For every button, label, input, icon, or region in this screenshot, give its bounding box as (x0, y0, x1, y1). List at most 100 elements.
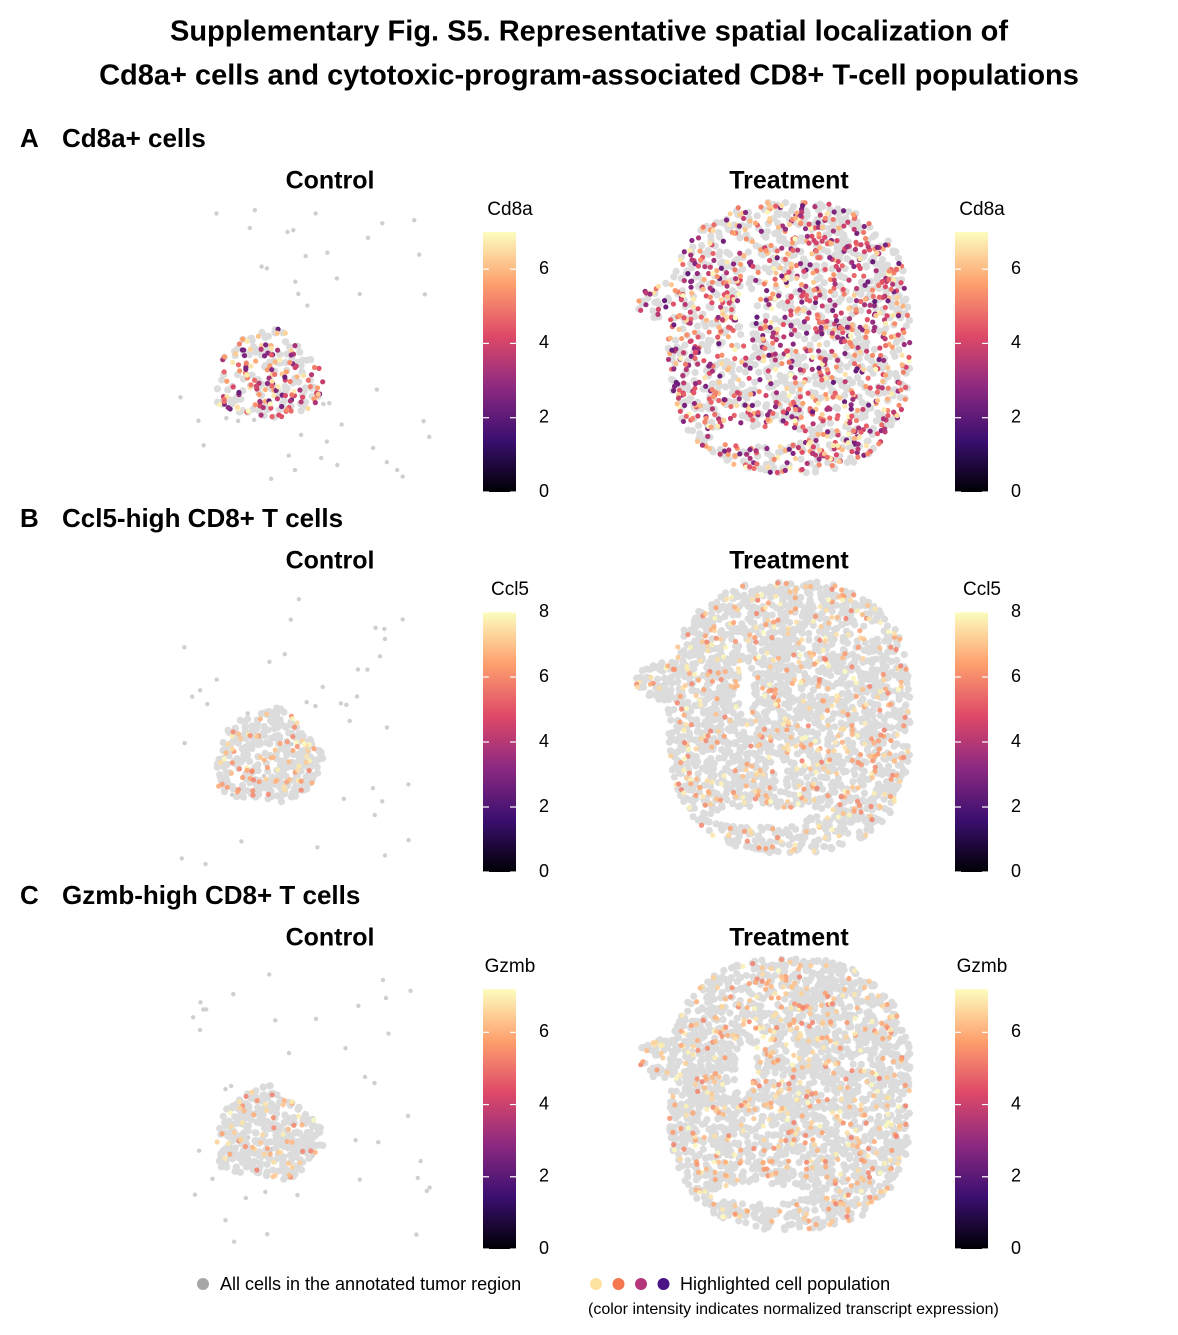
highlighted-cell (256, 391, 262, 398)
highlighted-cell (668, 282, 674, 288)
highlighted-cell (794, 275, 800, 281)
highlighted-cell (797, 386, 803, 393)
highlighted-cell (692, 355, 698, 362)
background-cell (831, 788, 839, 796)
highlighted-cell (767, 664, 773, 670)
background-cell (233, 754, 241, 763)
highlighted-cell (689, 237, 695, 244)
highlighted-cell (773, 270, 779, 276)
background-cell (860, 731, 868, 739)
highlighted-cell (236, 389, 242, 396)
background-cell (692, 641, 700, 649)
highlighted-cell (797, 652, 803, 658)
background-cell (820, 279, 828, 287)
background-cell (844, 691, 852, 699)
background-cell (197, 688, 203, 693)
highlighted-cell (825, 597, 832, 603)
highlighted-cell (763, 248, 769, 254)
background-cell (750, 603, 758, 611)
highlighted-cell (774, 255, 780, 261)
highlighted-cell (718, 676, 724, 683)
highlighted-cell (297, 387, 303, 393)
highlighted-cell (747, 218, 753, 224)
highlighted-cell (725, 367, 731, 373)
highlighted-cell (676, 326, 682, 332)
highlighted-cell (832, 390, 838, 396)
highlighted-cell (829, 462, 835, 469)
highlighted-cell (743, 783, 749, 789)
colorbar-tick-label: 2 (539, 406, 549, 426)
highlighted-cell (729, 342, 735, 349)
background-cell (736, 784, 744, 792)
background-cell (864, 437, 872, 445)
highlighted-cell (865, 279, 871, 285)
highlighted-cell (711, 222, 717, 228)
highlighted-cell (788, 804, 794, 810)
highlighted-cell (748, 391, 754, 397)
highlighted-cell (796, 407, 802, 413)
highlighted-cell (891, 277, 897, 283)
highlighted-cell (815, 431, 821, 437)
highlighted-cell (725, 832, 731, 838)
background-cell (221, 773, 230, 782)
highlighted-cell (643, 302, 649, 308)
background-cell (394, 467, 400, 473)
background-cell (295, 730, 303, 738)
highlighted-cell (789, 848, 795, 854)
highlighted-cell (799, 736, 805, 742)
highlighted-cell (768, 798, 774, 804)
background-cell (742, 750, 751, 758)
highlighted-cell (695, 235, 702, 241)
highlighted-cell (788, 265, 794, 271)
highlighted-cell (720, 238, 727, 244)
highlighted-cell (852, 246, 859, 253)
background-cell (776, 371, 784, 380)
highlighted-cell (872, 753, 878, 760)
highlighted-cell (817, 254, 823, 261)
background-cell (713, 291, 721, 299)
highlighted-cell (814, 312, 820, 318)
highlighted-cell (315, 391, 321, 397)
background-cell (765, 668, 773, 677)
highlighted-cell (757, 767, 763, 774)
highlighted-cell (708, 399, 714, 405)
highlighted-cell (798, 220, 804, 226)
background-cell (655, 662, 664, 670)
background-cell (280, 766, 288, 774)
highlighted-cell (247, 346, 253, 352)
highlighted-cell (816, 342, 822, 348)
highlighted-cell (822, 358, 828, 364)
highlighted-cell (801, 786, 807, 792)
highlighted-cell (250, 792, 256, 798)
highlighted-cell (751, 777, 757, 784)
background-cell (374, 387, 380, 392)
background-cell (841, 391, 849, 399)
background-cell (878, 770, 886, 779)
highlighted-cell (799, 203, 806, 209)
highlighted-cell (862, 282, 868, 288)
background-cell (791, 825, 800, 833)
background-cell (888, 657, 896, 666)
background-cell (876, 327, 884, 335)
highlighted-cell (737, 261, 744, 267)
highlighted-cell (691, 400, 697, 407)
highlighted-cell (856, 802, 863, 808)
highlighted-cell (275, 384, 281, 390)
colorbar-tick-label: 0 (539, 481, 549, 501)
highlighted-cell (766, 302, 772, 308)
highlighted-cell (249, 768, 255, 775)
highlighted-cell (655, 311, 661, 317)
highlighted-cell (691, 329, 698, 335)
highlighted-cell (731, 619, 737, 626)
highlighted-cell (754, 461, 760, 467)
background-cell (782, 616, 790, 624)
highlighted-cell (814, 785, 820, 791)
highlighted-cell (707, 285, 713, 291)
highlighted-cell (813, 248, 819, 254)
highlighted-cell (885, 385, 891, 391)
highlighted-cell (834, 614, 840, 620)
highlighted-cell (841, 399, 848, 405)
highlighted-cell (702, 633, 709, 639)
background-cell (662, 279, 670, 287)
background-cell (251, 727, 259, 735)
